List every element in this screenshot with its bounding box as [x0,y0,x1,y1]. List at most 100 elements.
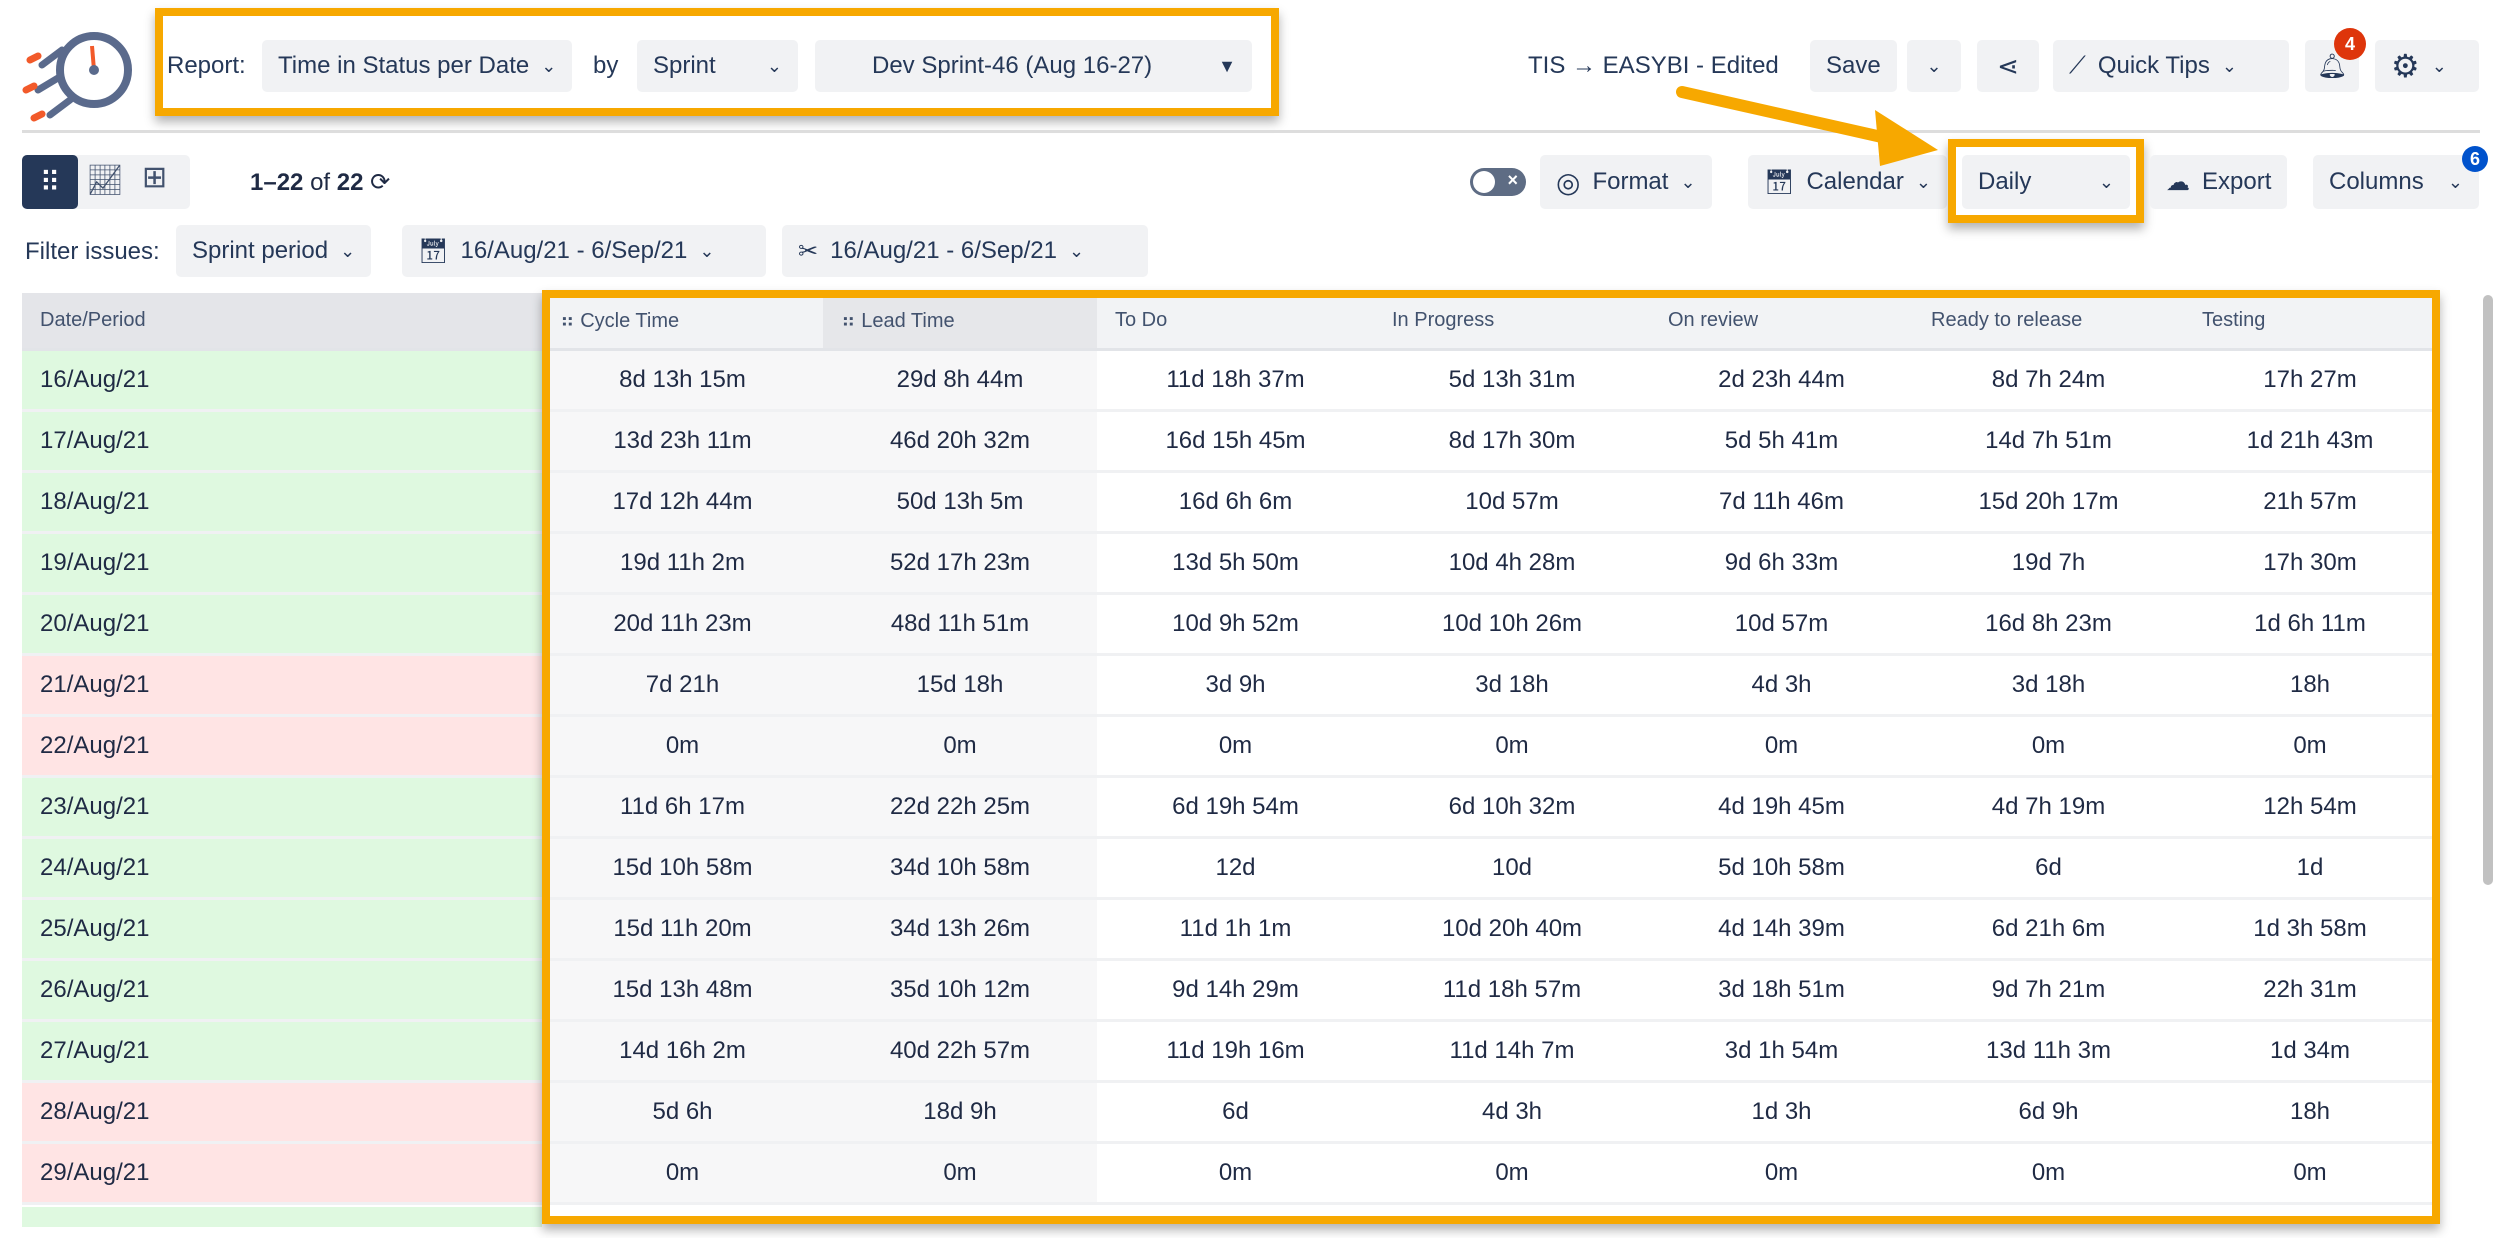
pivot-view-icon[interactable]: ⊞ [142,161,168,194]
column-header[interactable]: ⠶ Lead Time [823,293,1097,351]
settings-button[interactable]: ⚙ ⌄ [2375,40,2479,92]
date-cell: 19/Aug/21 [22,532,542,595]
chevron-down-icon: ⌄ [2098,171,2114,192]
format-button[interactable]: ◎ Format ⌄ [1540,155,1712,209]
sprint-select[interactable]: Dev Sprint-46 (Aug 16-27) ▼ [815,40,1252,92]
column-header[interactable]: Testing [2184,293,2436,351]
chevron-down-icon: ⌄ [1680,171,1696,192]
pagination-range: 1–22 [250,169,304,196]
column-header[interactable]: In Progress [1374,293,1650,351]
sprint-value: Dev Sprint-46 (Aug 16-27) [872,52,1153,79]
table-row: 19/Aug/21 19d 11h 2m 52d 17h 23m 13d 5h 50m… [22,532,2436,595]
duration-cell: 4d 3h [1650,654,1913,717]
calendar-button[interactable]: 📅︎ Calendar ⌄ [1748,155,1947,209]
refresh-icon[interactable]: ⟳ [370,169,391,196]
duration-cell: 15d 11h 20m [542,898,823,961]
columns-button[interactable]: Columns ⌄ [2313,155,2479,209]
report-type-select[interactable]: Time in Status per Date ⌄ [262,40,573,92]
filter-mode-select[interactable]: Sprint period ⌄ [176,225,372,277]
vertical-scrollbar[interactable] [2483,295,2493,885]
duration-cell: 0m [823,715,1097,778]
report-title: TIS → EASYBI - Edited [1528,52,1779,79]
grid-view-icon[interactable]: ⠿ [22,155,78,209]
chevron-down-icon: ⌄ [2447,171,2463,192]
duration-cell: 0m [1097,1142,1374,1205]
duration-cell: 2d 23h 44m [1650,349,1913,412]
duration-cell: 48d 11h 51m [823,593,1097,656]
duration-cell: 13d 23h 11m [542,410,823,473]
chevron-down-icon: ⌄ [340,240,356,261]
resolved-range-select[interactable]: ✂ 16/Aug/21 - 6/Sep/21 ⌄ [782,225,1148,277]
route-icon: ⟋ [2069,52,2086,79]
report-label: Report: [167,52,246,79]
date-cell: 29/Aug/21 [22,1142,542,1205]
toggle-switch[interactable]: × [1470,168,1526,196]
share-button[interactable]: ⋖ [1977,40,2039,92]
chevron-down-icon: ⌄ [1915,171,1931,192]
duration-cell: 10d 10h 26m [1374,593,1650,656]
duration-cell: 3d 1h 54m [1650,1020,1913,1083]
duration-cell: 1d 6h 11m [2184,593,2436,656]
duration-cell: 0m [542,1142,823,1205]
duration-cell: 1d 21h 43m [2184,410,2436,473]
period-select[interactable]: Daily ⌄ [1962,155,2130,209]
column-header-label: Lead Time [861,309,955,332]
duration-cell: 8d 13h 15m [542,349,823,412]
table-row: 22/Aug/21 0m 0m 0m 0m 0m 0m 0m [22,715,2436,778]
duration-cell: 0m [1650,1142,1913,1205]
date-cell: 28/Aug/21 [22,1081,542,1144]
duration-cell: 9d 7h 21m [1913,959,2184,1022]
date-cell: 20/Aug/21 [22,593,542,656]
duration-cell: 5d 10h 58m [1650,837,1913,900]
chevron-down-icon: ⌄ [1068,240,1085,261]
table-row: 18/Aug/21 17d 12h 44m 50d 13h 5m 16d 6h 6m 1… [22,471,2436,534]
chevron-down-icon: ⌄ [699,240,715,261]
table-row: 20/Aug/21 20d 11h 23m 48d 11h 51m 10d 9h 52… [22,593,2436,656]
chart-view-icon[interactable]: 📈︎ [86,164,125,197]
duration-cell: 1d 34m [2184,1020,2436,1083]
column-header[interactable]: To Do [1097,293,1374,351]
date-cell: 17/Aug/21 [22,410,542,473]
duration-cell: 21h 57m [2184,471,2436,534]
table-row: 28/Aug/21 5d 6h 18d 9h 6d 4d 3h 1d 3h 6d 9h 18h [22,1081,2436,1144]
export-button[interactable]: ☁ Export [2150,155,2288,209]
duration-cell: 3d 18h [1913,654,2184,717]
save-button[interactable]: Save [1810,40,1897,92]
created-range-select[interactable]: 📅︎ 16/Aug/21 - 6/Sep/21 ⌄ [402,225,766,277]
duration-cell: 11d 6h 17m [542,776,823,839]
period-highlight-box [1948,139,2144,223]
calendar-label: Calendar [1806,168,1904,195]
duration-cell: 15d 10h 58m [542,837,823,900]
chevron-down-icon: ⌄ [1926,55,1942,76]
duration-cell: 3d 9h [1097,654,1374,717]
chevron-down-icon: ⌄ [2431,55,2447,76]
column-header-label: On review [1668,308,1759,331]
duration-cell: 5d 6h [542,1081,823,1144]
merge-icon: ✂ [798,237,819,265]
group-by-select[interactable]: Sprint ⌄ [637,40,798,92]
quick-tips-button[interactable]: ⟋ Quick Tips ⌄ [2053,40,2289,92]
duration-cell: 0m [1374,1142,1650,1205]
table-row: 25/Aug/21 15d 11h 20m 34d 13h 26m 11d 1h 1m… [22,898,2436,961]
duration-cell: 18h [2184,1081,2436,1144]
duration-cell: 9d 14h 29m [1097,959,1374,1022]
save-options-button[interactable]: ⌄ [1907,40,1961,92]
column-header[interactable]: Date/Period [22,293,542,351]
column-header[interactable]: ⠶ Cycle Time [542,293,823,351]
column-header[interactable]: Ready to release [1913,293,2184,351]
duration-cell: 11d 18h 57m [1374,959,1650,1022]
eye-icon: ◎ [1556,166,1581,198]
duration-cell: 6d 19h 54m [1097,776,1374,839]
duration-cell: 4d 3h [1374,1081,1650,1144]
duration-cell: 11d 1h 1m [1097,898,1374,961]
export-label: Export [2202,168,2272,195]
duration-cell: 22d 22h 25m [823,776,1097,839]
duration-cell: 0m [542,715,823,778]
duration-cell: 10d 9h 52m [1097,593,1374,656]
duration-cell: 0m [1913,1142,2184,1205]
column-header-label: Cycle Time [580,309,680,332]
date-cell: 24/Aug/21 [22,837,542,900]
duration-cell: 6d 9h [1913,1081,2184,1144]
column-header[interactable]: On review [1650,293,1913,351]
duration-cell: 8d 17h 30m [1374,410,1650,473]
